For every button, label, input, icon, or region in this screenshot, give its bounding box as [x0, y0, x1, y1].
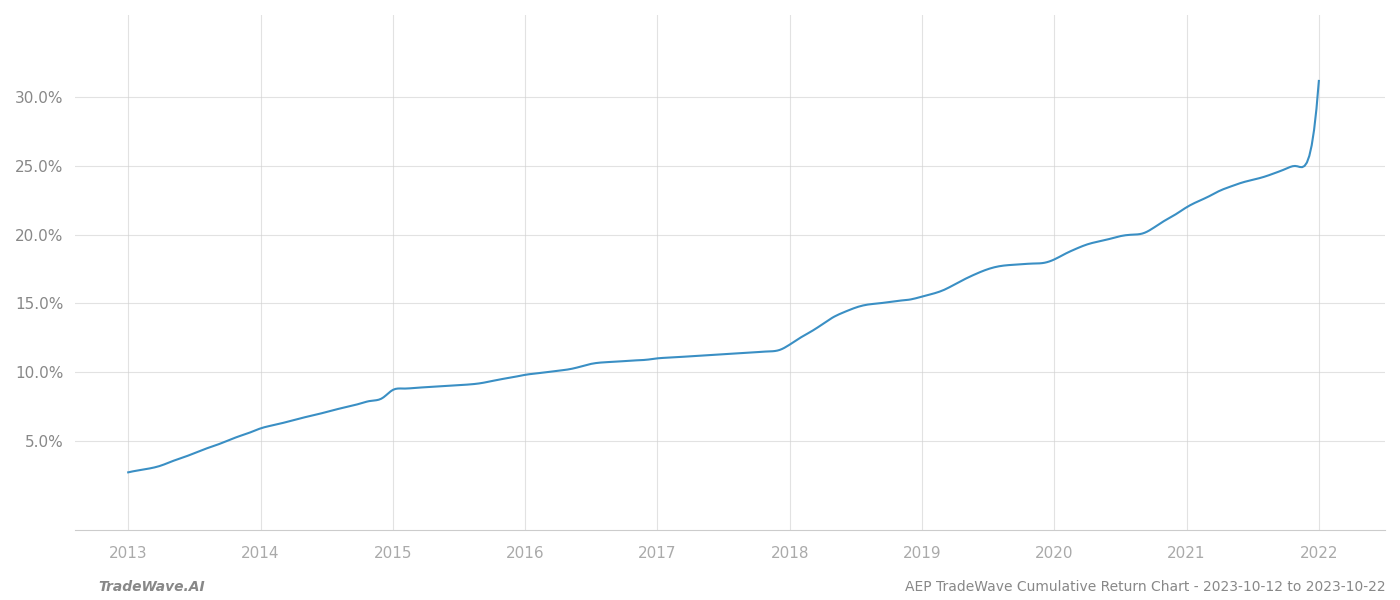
Text: AEP TradeWave Cumulative Return Chart - 2023-10-12 to 2023-10-22: AEP TradeWave Cumulative Return Chart - … — [906, 580, 1386, 594]
Text: TradeWave.AI: TradeWave.AI — [98, 580, 204, 594]
